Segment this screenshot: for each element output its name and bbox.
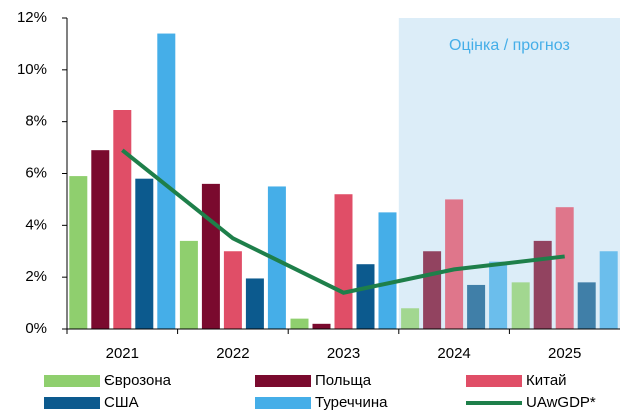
bar [334,194,353,329]
legend-label: США [104,394,139,411]
annotation: Оцінка / прогноз [449,37,570,54]
bar [245,278,264,329]
legend-swatch [466,375,522,387]
x-tick-label: 2021 [106,345,139,362]
bar [290,318,309,329]
bar [577,282,596,329]
bar [533,240,552,329]
legend-swatch [44,375,100,387]
bar [312,323,331,329]
bar [91,150,110,329]
legend-label: Єврозона [104,372,172,389]
bar [69,176,88,329]
bar [179,240,198,329]
bar [378,212,397,329]
legend-label: Польща [315,372,372,389]
y-tick-label: 2% [25,268,47,285]
y-tick-label: 10% [17,61,47,78]
x-tick-label: 2022 [216,345,249,362]
legend-label: Китай [526,372,567,389]
bar [423,251,442,329]
legend-label: Туреччина [315,394,388,411]
y-tick-label: 6% [25,164,47,181]
y-tick-label: 12% [17,9,47,26]
x-tick-label: 2023 [327,345,360,362]
bar [356,264,375,329]
bar [489,261,508,329]
line [121,148,565,295]
y-tick-label: 0% [25,320,47,337]
bar [223,251,242,329]
bar [511,282,530,329]
legend-swatch [44,397,100,409]
x-tick-label: 2024 [437,345,470,362]
x-tick-label: 2025 [548,345,581,362]
bar [401,308,420,329]
legend-label: UAwGDP* [526,394,596,411]
y-tick-label: 4% [25,216,47,233]
bar [445,199,464,329]
legend-swatch [255,375,311,387]
bar [555,207,574,329]
y-tick-label: 8% [25,113,47,130]
bar [467,284,486,329]
legend-swatch [255,397,311,409]
bar [599,251,618,329]
bar [135,178,154,329]
bar [157,33,176,330]
bar [201,183,220,329]
bar [113,110,132,329]
